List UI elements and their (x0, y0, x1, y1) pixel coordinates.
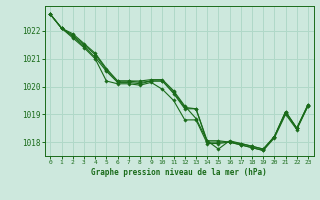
X-axis label: Graphe pression niveau de la mer (hPa): Graphe pression niveau de la mer (hPa) (91, 168, 267, 177)
